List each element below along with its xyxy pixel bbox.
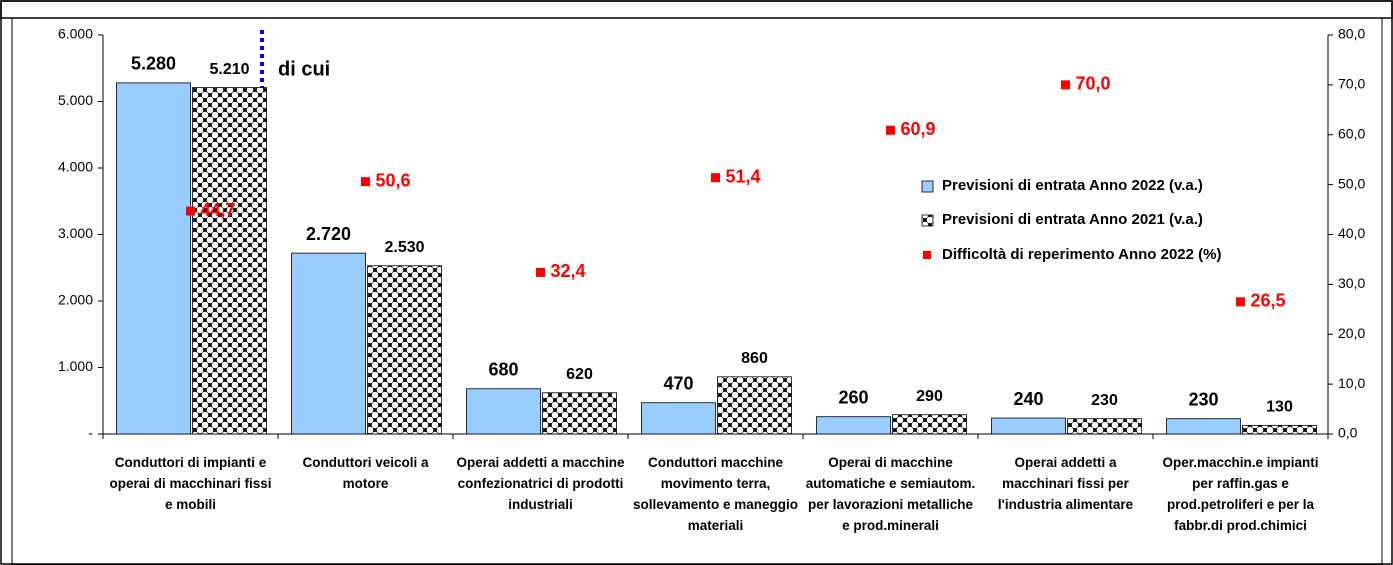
bar <box>1242 424 1317 435</box>
data-label: 2.530 <box>384 239 424 256</box>
bar <box>991 417 1066 435</box>
y2-tick-label: 20,0 <box>1338 325 1365 341</box>
y-tick-label: 5.000 <box>58 92 93 108</box>
data-label: 26,5 <box>1251 291 1286 311</box>
x-tick-label: Conduttori veicoli a motore <box>302 455 429 491</box>
point <box>536 267 545 277</box>
y2-tick-label: 10,0 <box>1338 375 1365 391</box>
top-band <box>0 0 1393 19</box>
bar <box>816 416 891 435</box>
x-tick-label: Oper.macchin.e impianti per raffin.gas e… <box>1162 455 1319 533</box>
bar <box>717 376 792 435</box>
x-tick-label: Operai di macchine automatiche e semiaut… <box>805 455 976 533</box>
bar <box>466 388 541 435</box>
legend-swatch <box>923 251 931 259</box>
point <box>1061 80 1070 90</box>
data-label: 230 <box>1091 392 1118 409</box>
y-tick-label: 6.000 <box>58 26 93 42</box>
data-label: 290 <box>916 388 943 405</box>
bar <box>641 402 716 435</box>
data-label: 51,4 <box>726 166 761 186</box>
data-label: 680 <box>488 360 518 380</box>
point <box>1236 297 1245 307</box>
data-label: 50,6 <box>376 170 411 190</box>
bar <box>1166 418 1241 435</box>
data-label: 860 <box>741 350 768 367</box>
bar <box>192 87 267 435</box>
point <box>711 173 720 183</box>
data-label: 240 <box>1013 389 1043 409</box>
y2-tick-label: 80,0 <box>1338 26 1365 42</box>
y-tick-label: 3.000 <box>58 225 93 241</box>
data-label: 70,0 <box>1076 74 1111 94</box>
data-label: 470 <box>663 373 693 393</box>
legend-swatch <box>921 180 934 193</box>
bar <box>291 252 366 435</box>
point <box>186 206 195 216</box>
y2-tick-label: 40,0 <box>1338 225 1365 241</box>
y2-tick-label: 70,0 <box>1338 76 1365 92</box>
bar <box>542 392 617 435</box>
y2-tick-label: 60,0 <box>1338 125 1365 141</box>
point <box>886 125 895 135</box>
x-tick-label: Operai addetti a macchinari fissi per l'… <box>997 455 1134 512</box>
chart-frame <box>11 17 1383 565</box>
x-tick-label: Conduttori macchine movimento terra, sol… <box>632 455 799 533</box>
data-label: 260 <box>838 387 868 407</box>
y2-tick-label: 30,0 <box>1338 275 1365 291</box>
data-label: 60,9 <box>901 119 936 139</box>
point <box>361 177 370 187</box>
y-tick-label: 4.000 <box>58 159 93 175</box>
legend-label: Previsioni di entrata Anno 2021 (v.a.) <box>942 211 1203 228</box>
legend-label: Difficoltà di reperimento Anno 2022 (%) <box>942 246 1222 263</box>
y-tick-label: 1.000 <box>58 358 93 374</box>
data-label: 2.720 <box>306 224 351 244</box>
y-tick-label: - <box>88 425 93 441</box>
bar <box>367 265 442 435</box>
x-tick-label: Conduttori di impianti e operai di macch… <box>109 455 272 512</box>
bar <box>1067 418 1142 435</box>
bar <box>116 82 191 435</box>
y-tick-label: 2.000 <box>58 292 93 308</box>
data-label: 44,7 <box>201 200 236 220</box>
data-label: 5.280 <box>131 54 176 74</box>
annotation: di cui <box>278 58 330 80</box>
y2-tick-label: 0,0 <box>1338 425 1358 441</box>
data-label: 130 <box>1266 399 1293 416</box>
data-label: 620 <box>566 366 593 383</box>
bar <box>892 414 967 435</box>
y2-tick-label: 50,0 <box>1338 175 1365 191</box>
data-label: 5.210 <box>209 61 249 78</box>
data-label: 230 <box>1188 389 1218 409</box>
data-label: 32,4 <box>551 261 586 281</box>
legend-swatch <box>921 214 934 227</box>
x-tick-label: Operai addetti a macchine confezionatric… <box>456 455 625 512</box>
legend-label: Previsioni di entrata Anno 2022 (v.a.) <box>942 177 1203 194</box>
